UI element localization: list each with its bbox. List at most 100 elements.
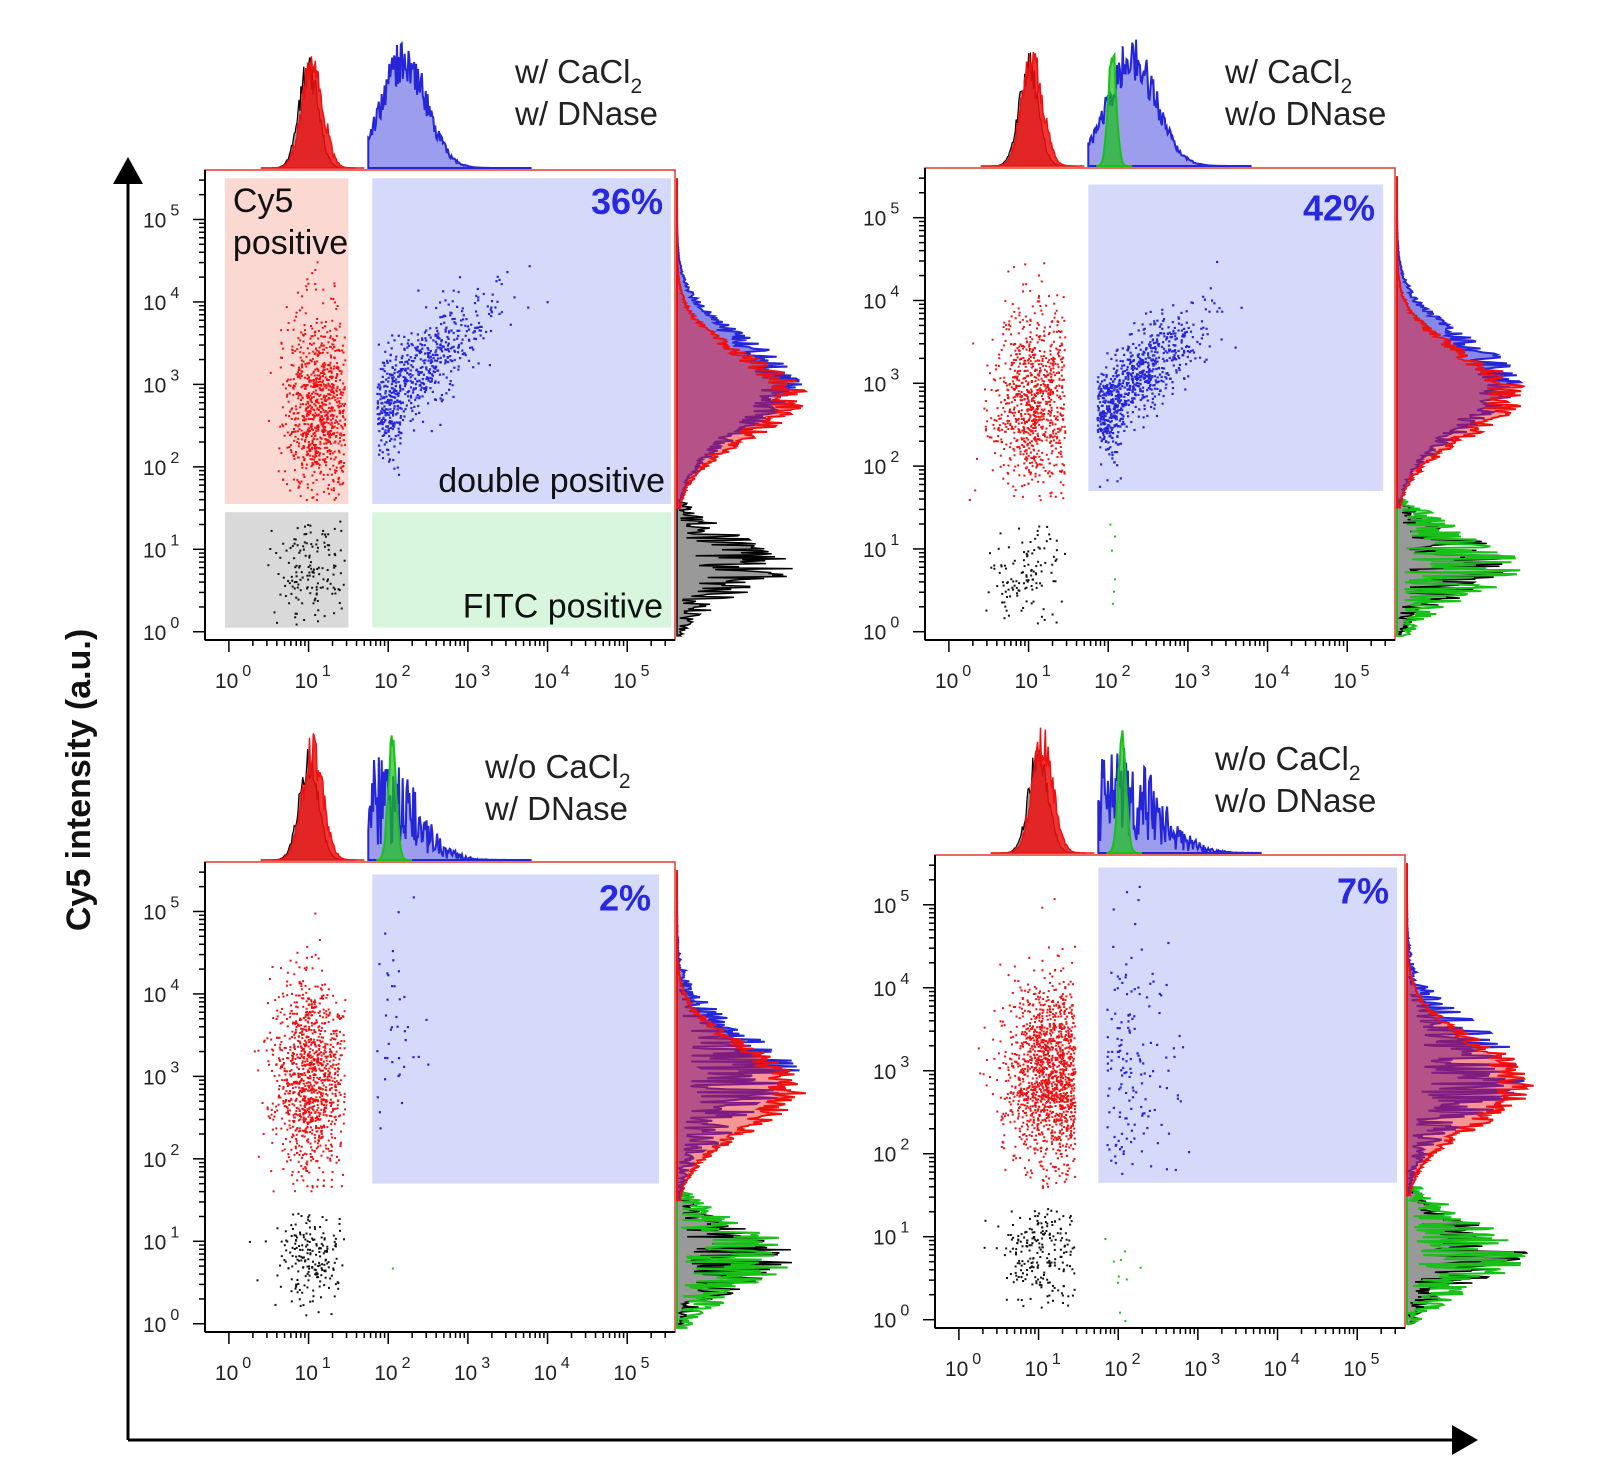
data-point (431, 353, 435, 356)
data-point (1032, 397, 1035, 399)
data-point (1102, 394, 1105, 397)
data-point (398, 373, 402, 376)
data-point (1061, 469, 1063, 472)
data-point (1155, 367, 1158, 371)
data-point (1172, 358, 1175, 361)
data-point (307, 1081, 310, 1084)
data-point (411, 344, 414, 347)
data-point (310, 426, 313, 429)
data-point (322, 1063, 324, 1066)
data-point (1030, 374, 1032, 377)
data-point (1148, 368, 1151, 371)
data-point (1110, 393, 1113, 397)
data-point (1124, 377, 1127, 380)
data-point (1047, 395, 1050, 398)
data-point (400, 357, 403, 360)
data-point (322, 335, 325, 338)
data-point (314, 444, 317, 447)
data-point (494, 306, 497, 309)
data-point (292, 364, 295, 367)
data-point (1038, 404, 1041, 407)
data-point (1049, 538, 1052, 540)
data-point (304, 384, 307, 387)
data-point (303, 1135, 306, 1138)
data-point (1103, 411, 1107, 415)
data-point (1170, 336, 1173, 339)
data-point (300, 399, 303, 401)
data-point (446, 356, 449, 359)
data-point (1097, 406, 1100, 410)
data-point (388, 390, 391, 393)
data-point (433, 370, 437, 374)
data-point (295, 1020, 298, 1023)
data-point (321, 1016, 324, 1019)
data-point (332, 386, 335, 389)
data-point (457, 290, 460, 294)
data-point (303, 1045, 306, 1048)
data-point (476, 326, 479, 329)
data-point (450, 370, 453, 373)
data-point (322, 344, 325, 347)
data-point (1009, 408, 1011, 411)
data-point (296, 1080, 299, 1083)
data-point (1025, 552, 1028, 555)
data-point (300, 363, 303, 366)
data-point (306, 1163, 309, 1166)
data-point (1006, 419, 1009, 422)
data-point (1057, 431, 1060, 433)
data-point (327, 1008, 330, 1011)
data-point (314, 368, 317, 371)
data-point (304, 1085, 307, 1087)
data-point (1002, 464, 1005, 467)
data-point (332, 487, 335, 490)
data-point (1108, 411, 1111, 414)
data-point (1033, 549, 1036, 552)
data-point (1062, 497, 1065, 500)
data-point (1110, 414, 1113, 417)
data-point (335, 1089, 338, 1092)
data-point (390, 383, 393, 386)
data-point (322, 383, 325, 386)
data-point (1028, 354, 1031, 357)
data-point (307, 1084, 310, 1087)
data-point (1121, 347, 1124, 350)
data-point (339, 520, 342, 523)
data-point (317, 609, 320, 612)
data-point (313, 414, 316, 417)
data-point (1036, 529, 1039, 532)
data-point (391, 374, 394, 377)
data-point (1014, 349, 1017, 352)
x-tick-label: 10 5 (1333, 663, 1369, 693)
data-point (340, 1040, 343, 1042)
data-point (334, 1067, 336, 1070)
data-point (984, 425, 987, 428)
data-point (387, 1042, 390, 1045)
data-point (292, 1043, 295, 1046)
data-point (318, 352, 321, 355)
data-point (314, 1119, 317, 1122)
data-point (1033, 438, 1036, 441)
data-point (1033, 312, 1036, 315)
data-point (324, 325, 327, 328)
data-point (1148, 370, 1151, 373)
data-point (269, 548, 272, 550)
data-point (328, 1072, 331, 1075)
data-point (1105, 412, 1108, 415)
data-point (1058, 371, 1060, 374)
data-point (295, 596, 298, 599)
data-point (300, 1024, 302, 1027)
data-point (278, 1088, 280, 1091)
data-point (318, 454, 321, 457)
data-point (330, 391, 333, 393)
data-point (336, 1155, 338, 1158)
data-point (1038, 525, 1041, 528)
data-point (1166, 372, 1169, 375)
data-point (316, 374, 319, 377)
data-point (293, 973, 296, 976)
data-point (313, 334, 316, 337)
data-point (1139, 379, 1142, 382)
data-point (1058, 377, 1061, 380)
data-point (299, 356, 302, 359)
data-point (1025, 459, 1028, 462)
data-point (312, 1063, 315, 1066)
